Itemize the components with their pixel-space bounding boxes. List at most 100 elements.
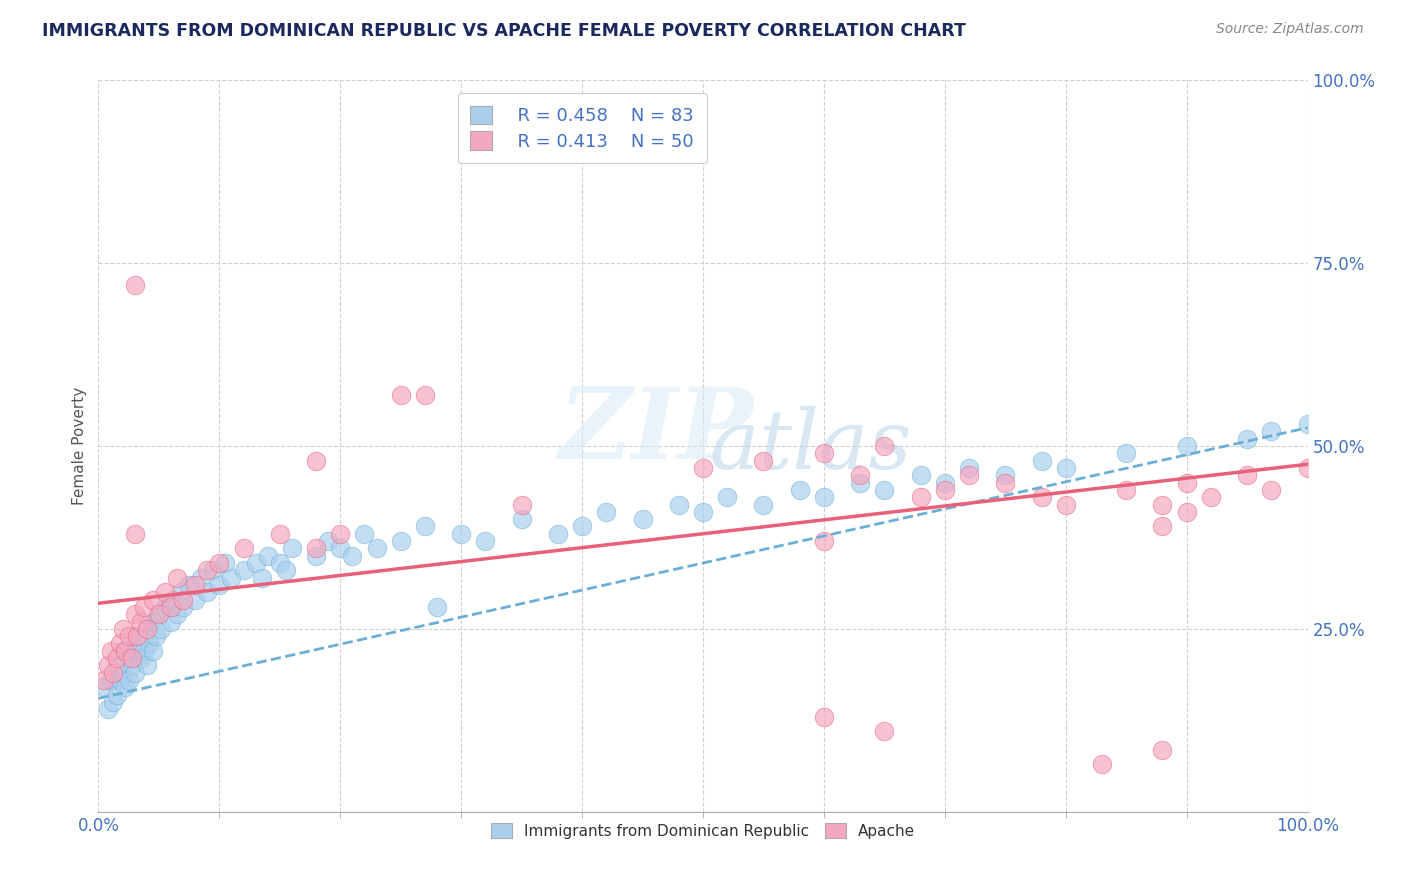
Point [873,724,896,739]
Point [1054,498,1077,512]
Point [129,615,152,629]
Legend: Immigrants from Dominican Republic, Apache: Immigrants from Dominican Republic, Apac… [481,814,925,848]
Y-axis label: Female Poverty: Female Poverty [72,387,87,505]
Point [118,629,141,643]
Point [195,585,218,599]
Point [105,688,128,702]
Point [631,512,654,526]
Point [873,483,896,497]
Point [135,658,157,673]
Point [1054,461,1077,475]
Point [250,571,273,585]
Text: atlas: atlas [709,406,911,486]
Point [668,498,690,512]
Point [124,526,146,541]
Point [571,519,593,533]
Point [97,702,120,716]
Point [153,585,176,599]
Point [160,599,183,614]
Point [994,468,1017,483]
Point [142,615,165,629]
Point [1115,483,1137,497]
Point [184,578,207,592]
Point [1296,461,1319,475]
Point [256,549,278,563]
Point [1031,490,1053,504]
Point [281,541,304,556]
Point [1296,417,1319,431]
Point [172,592,194,607]
Point [127,629,149,643]
Point [214,556,236,570]
Point [114,644,136,658]
Point [413,388,436,402]
Point [129,651,152,665]
Point [329,541,352,556]
Point [129,629,152,643]
Point [910,468,932,483]
Point [1236,468,1258,483]
Point [232,563,254,577]
Point [752,498,775,512]
Point [1152,498,1174,512]
Point [124,607,146,622]
Point [450,526,472,541]
Point [692,461,714,475]
Point [813,709,835,723]
Point [789,483,811,497]
Point [111,622,134,636]
Point [118,651,141,665]
Point [142,592,165,607]
Point [269,526,291,541]
Point [135,622,157,636]
Point [100,673,122,687]
Point [1199,490,1222,504]
Point [316,534,339,549]
Point [849,468,872,483]
Point [353,526,375,541]
Point [957,468,980,483]
Point [692,505,714,519]
Point [172,599,194,614]
Point [1260,425,1282,439]
Point [127,636,149,650]
Point [150,622,173,636]
Point [184,592,207,607]
Point [105,651,128,665]
Point [108,673,131,687]
Point [135,622,157,636]
Point [595,505,617,519]
Point [138,636,160,650]
Point [166,571,188,585]
Point [813,534,835,549]
Point [389,534,412,549]
Point [100,644,122,658]
Text: Source: ZipAtlas.com: Source: ZipAtlas.com [1216,22,1364,37]
Point [101,695,124,709]
Text: ZIP: ZIP [558,384,752,480]
Point [910,490,932,504]
Point [1152,519,1174,533]
Point [245,556,267,570]
Point [1175,505,1198,519]
Point [134,599,156,614]
Point [957,461,980,475]
Point [121,651,143,665]
Point [366,541,388,556]
Point [97,658,120,673]
Point [208,578,231,592]
Point [1031,453,1053,467]
Point [389,388,412,402]
Point [118,673,141,687]
Point [426,599,449,614]
Point [105,658,128,673]
Point [195,563,218,577]
Point [510,512,533,526]
Point [934,475,956,490]
Point [232,541,254,556]
Point [142,644,165,658]
Point [752,453,775,467]
Text: IMMIGRANTS FROM DOMINICAN REPUBLIC VS APACHE FEMALE POVERTY CORRELATION CHART: IMMIGRANTS FROM DOMINICAN REPUBLIC VS AP… [42,22,966,40]
Point [849,475,872,490]
Point [160,615,183,629]
